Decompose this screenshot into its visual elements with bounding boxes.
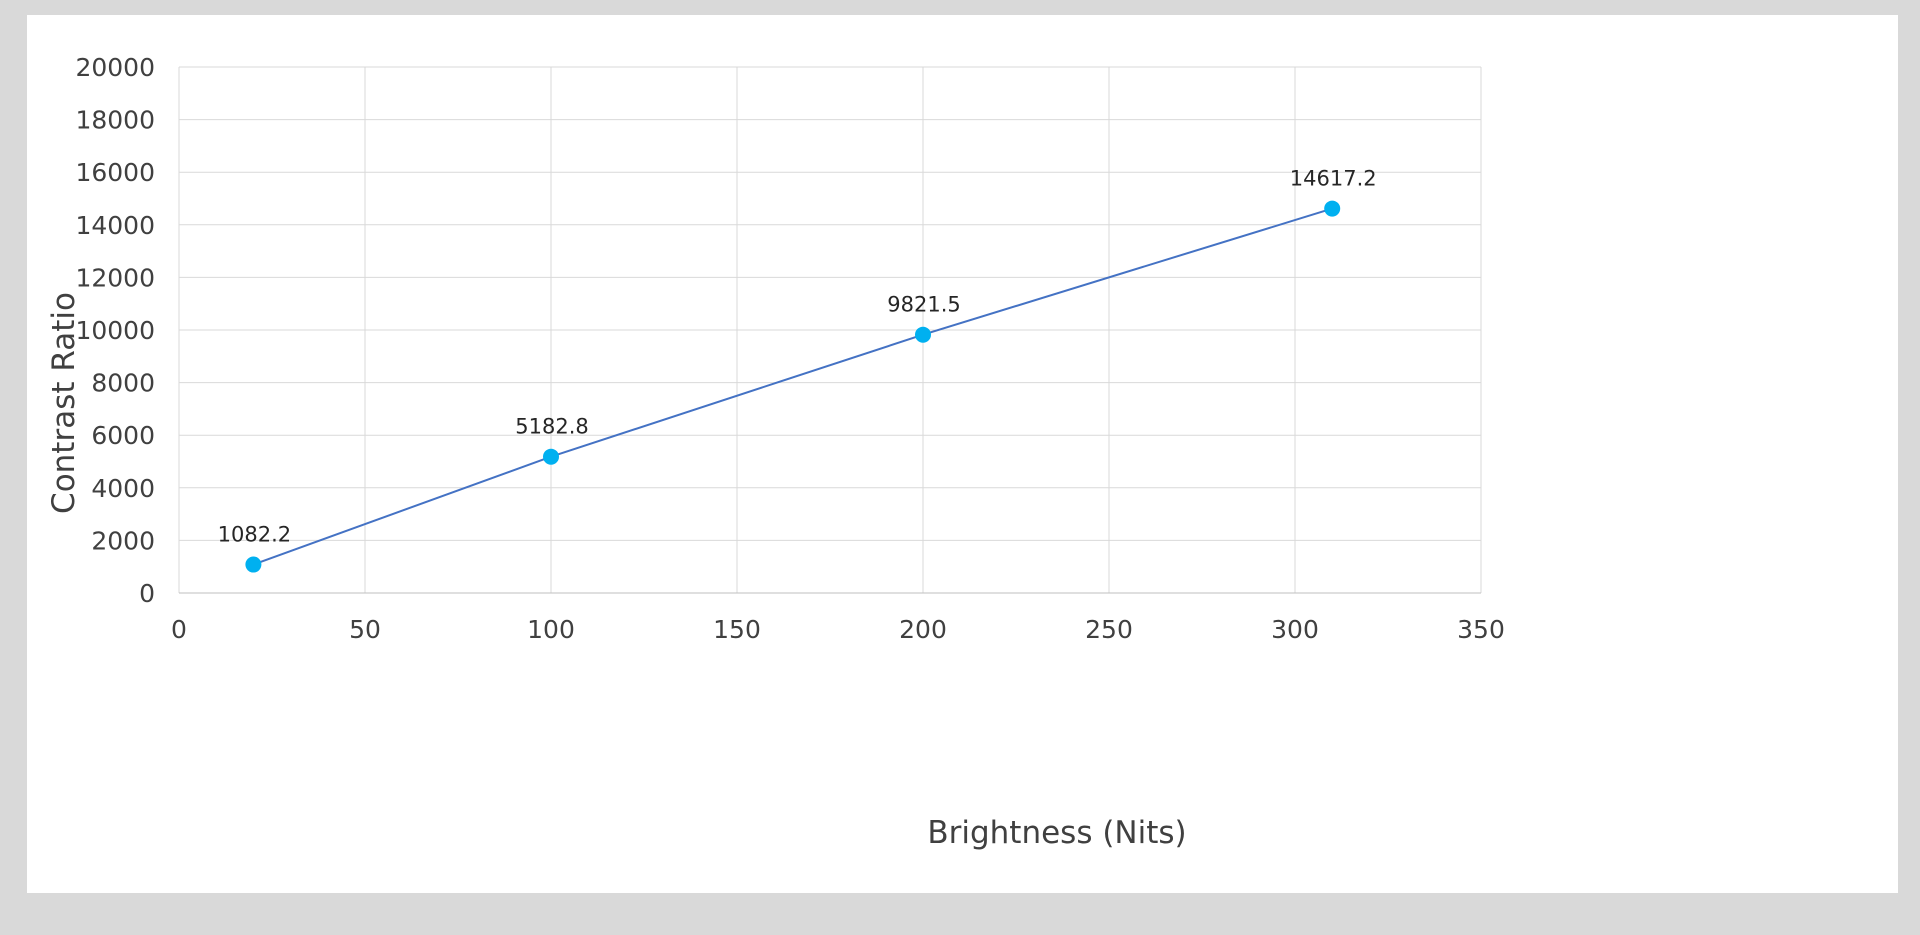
y-tick-label: 8000 [91, 369, 155, 398]
y-tick-label: 14000 [75, 211, 155, 240]
data-label: 14617.2 [1290, 167, 1377, 191]
x-tick-label: 50 [349, 615, 381, 644]
y-tick-label: 0 [139, 579, 155, 608]
data-point [915, 326, 931, 343]
x-tick-label: 100 [527, 615, 575, 644]
y-tick-label: 16000 [75, 158, 155, 187]
grid [178, 66, 1482, 594]
x-tick-label: 300 [1271, 615, 1319, 644]
y-tick-label: 20000 [75, 53, 155, 82]
data-point [1324, 200, 1341, 217]
data-label: 1082.2 [218, 523, 291, 547]
data-point [245, 556, 262, 573]
x-tick-label: 250 [1085, 615, 1133, 644]
x-axis-ticks: 0 50 100 150 200 250 300 350 [171, 615, 1505, 644]
x-tick-label: 350 [1457, 615, 1505, 644]
y-tick-label: 2000 [91, 526, 155, 555]
series-line [253, 207, 1333, 566]
y-axis-title: Contrast Ratio [46, 292, 82, 514]
chart-card: 0 50 100 150 200 250 300 350 0 2000 4000 6000 8000 1… [27, 15, 1898, 893]
x-tick-label: 200 [899, 615, 947, 644]
contrast-brightness-chart: 0 50 100 150 200 250 300 350 0 2000 4000 6000 8000 1… [46, 53, 1505, 851]
x-axis-title: Brightness (Nits) [927, 815, 1186, 851]
y-axis-ticks: 0 2000 4000 6000 8000 10000 12000 14000 16000 180… [75, 53, 155, 608]
y-tick-label: 4000 [91, 474, 155, 503]
y-tick-label: 6000 [91, 421, 155, 450]
y-tick-label: 10000 [75, 316, 155, 345]
y-tick-label: 12000 [75, 263, 155, 292]
data-label: 9821.5 [887, 293, 960, 317]
y-tick-label: 18000 [75, 106, 155, 135]
data-label: 5182.8 [515, 415, 588, 439]
series-group: 1082.2 5182.8 9821.5 14617.2 [218, 167, 1377, 573]
x-tick-label: 150 [713, 615, 761, 644]
x-tick-label: 0 [171, 615, 187, 644]
data-point [543, 448, 559, 465]
